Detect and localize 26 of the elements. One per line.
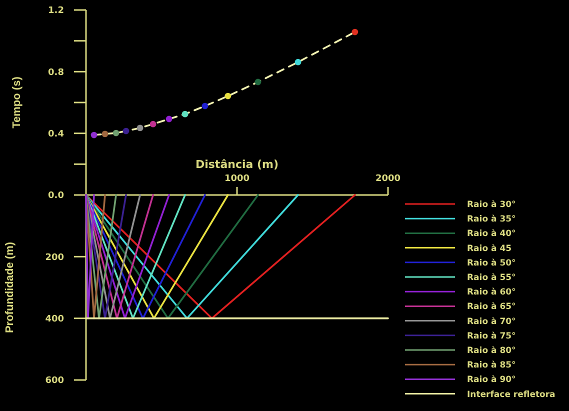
- y-tick-label: 200: [45, 252, 64, 263]
- y-tick-label: 1.2: [48, 6, 64, 16]
- text: Interface refletora: [467, 390, 556, 400]
- y-tick-label: 600: [45, 376, 64, 386]
- y-tick-label: 400: [45, 314, 64, 324]
- text: Raio à 85°: [467, 360, 516, 371]
- y-axis-title: Profundidade (m): [4, 242, 16, 334]
- text: Raio à 45: [467, 244, 512, 254]
- x-tick-label: 1000: [224, 174, 250, 184]
- y-axis-title: Tempo (s): [11, 76, 23, 128]
- text: Raio à 50°: [467, 258, 516, 268]
- text: Raio à 90°: [467, 375, 516, 386]
- text: Raio à 70°: [467, 316, 516, 327]
- text: Raio à 65°: [467, 302, 516, 312]
- y-tick-label: 0.4: [48, 129, 64, 140]
- text: Raio à 80°: [467, 346, 516, 356]
- y-tick-label: 0.8: [48, 68, 64, 78]
- text: Raio à 40°: [467, 229, 516, 240]
- x-axis-title: Distância (m): [195, 158, 279, 171]
- text: Raio à 55°: [467, 272, 516, 283]
- text: Raio à 30°: [467, 200, 516, 210]
- text: Raio à 35°: [467, 214, 516, 225]
- text: Raio à 60°: [467, 288, 516, 298]
- y-tick-label: 0.0: [48, 191, 64, 202]
- text: Raio à 75°: [467, 331, 516, 342]
- x-tick-label: 2000: [375, 174, 401, 184]
